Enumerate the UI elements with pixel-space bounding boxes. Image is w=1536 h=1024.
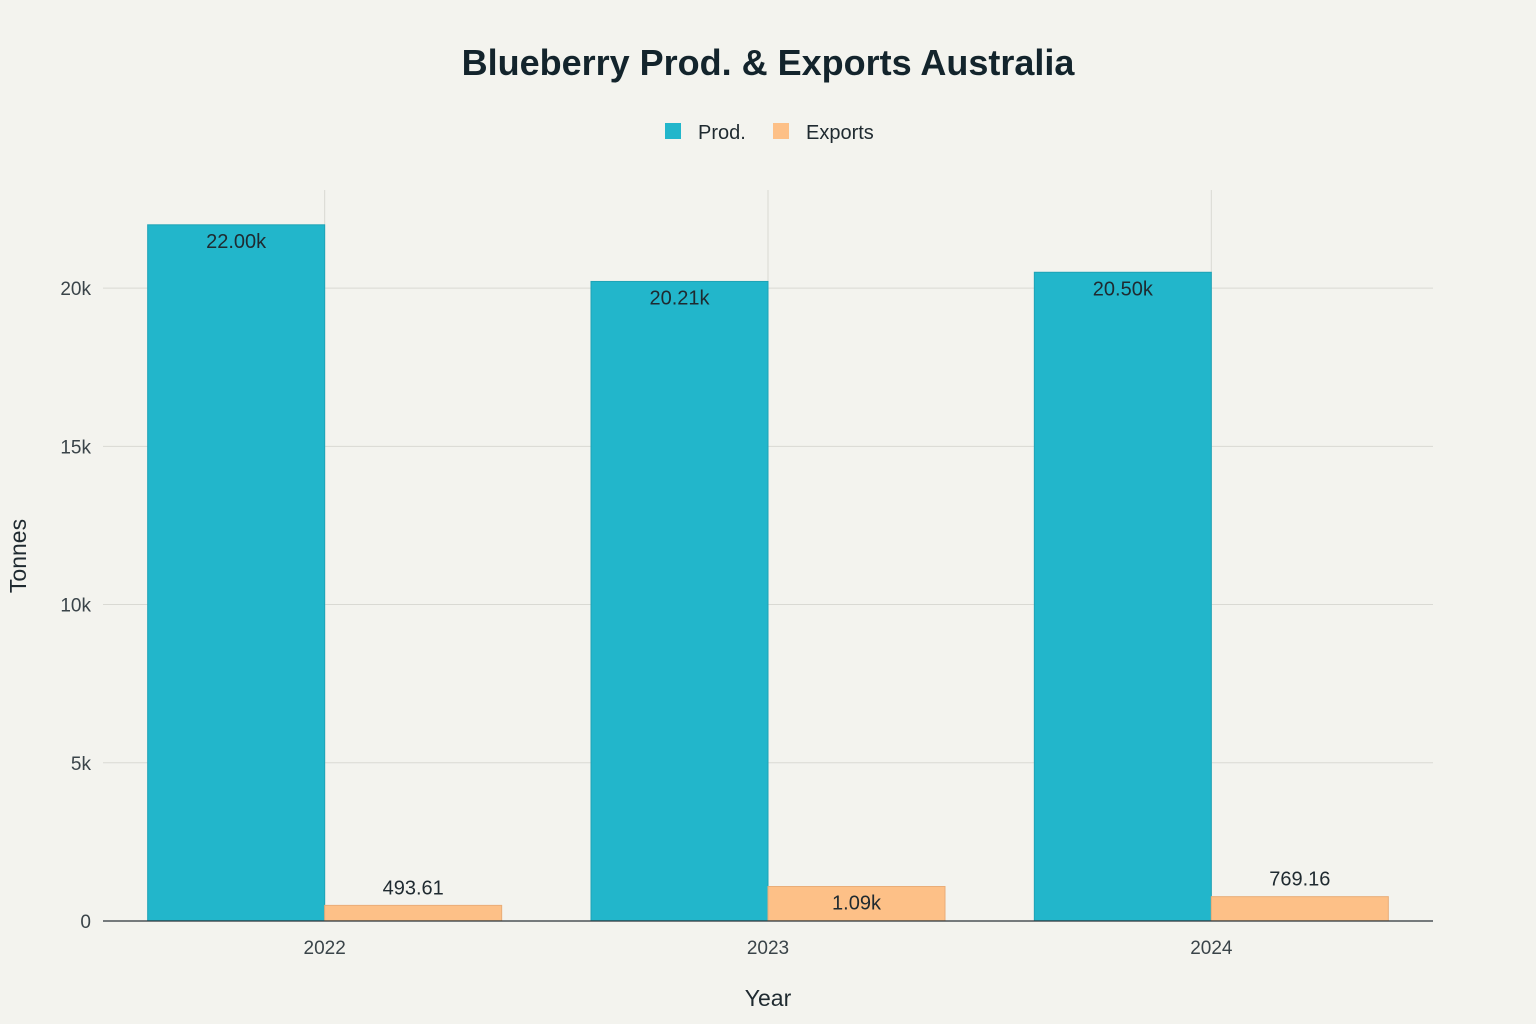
x-tick-label: 2024 bbox=[1190, 938, 1233, 959]
legend-swatch-exports bbox=[773, 123, 789, 139]
data-label-prod-2022: 22.00k bbox=[206, 231, 267, 253]
x-tick-label: 2023 bbox=[747, 938, 789, 959]
bar-prod-2024 bbox=[1033, 271, 1212, 922]
x-tick-label: 2022 bbox=[304, 938, 346, 959]
y-tick-label: 0 bbox=[80, 912, 91, 933]
data-label-prod-2024: 20.50k bbox=[1093, 278, 1154, 300]
legend: Prod. Exports bbox=[665, 122, 874, 144]
bar-prod-2022 bbox=[147, 224, 326, 922]
axes: 0 5k 10k 15k 20k 2022 2023 2024 bbox=[60, 279, 1433, 959]
bars bbox=[147, 224, 1389, 922]
y-tick-label: 15k bbox=[60, 437, 91, 458]
legend-swatch-prod bbox=[665, 123, 681, 139]
y-tick-label: 10k bbox=[60, 596, 91, 617]
chart-title: Blueberry Prod. & Exports Australia bbox=[462, 42, 1076, 83]
legend-label-prod: Prod. bbox=[698, 122, 746, 144]
bar-exports-2024 bbox=[1210, 896, 1389, 922]
x-axis-title: Year bbox=[745, 985, 792, 1011]
y-axis-title: Tonnes bbox=[5, 519, 31, 593]
y-tick-label: 5k bbox=[71, 754, 92, 775]
y-tick-label: 20k bbox=[60, 279, 91, 300]
legend-label-exports: Exports bbox=[806, 122, 874, 144]
data-label-exports-2023: 1.09k bbox=[832, 893, 882, 915]
bar-prod-2023 bbox=[590, 280, 769, 922]
data-labels: 22.00k 20.21k 20.50k 493.61 1.09k 769.16 bbox=[206, 231, 1330, 915]
data-label-exports-2022: 493.61 bbox=[383, 877, 444, 899]
bar-exports-2022 bbox=[324, 904, 503, 922]
data-label-exports-2024: 769.16 bbox=[1269, 869, 1330, 891]
data-label-prod-2023: 20.21k bbox=[649, 287, 710, 309]
